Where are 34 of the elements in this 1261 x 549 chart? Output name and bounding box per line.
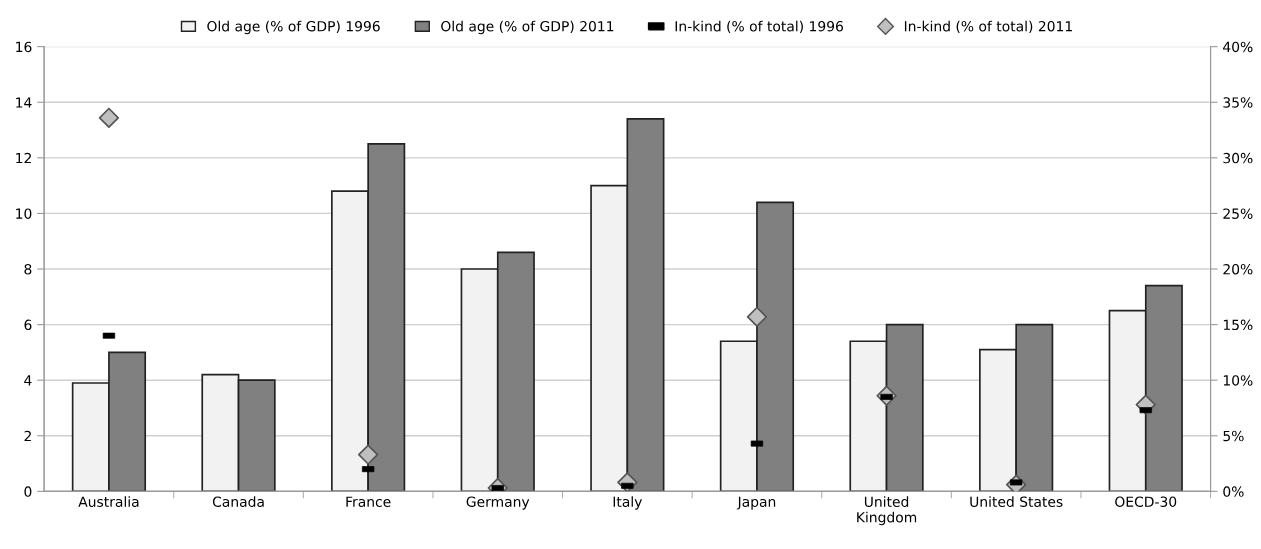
y2-tick-label: 25% <box>1223 208 1253 219</box>
legend-label: In-kind (% of total) 1996 <box>675 20 843 34</box>
y2-tick-label: 30% <box>1223 152 1253 164</box>
y2-tick-label: 40% <box>1223 41 1253 53</box>
y2-tick-label: 10% <box>1223 375 1253 386</box>
y2-tick-label: 5% <box>1223 430 1244 442</box>
x-tick-label: Canada <box>212 496 264 507</box>
y-tick-label: 4 <box>24 375 32 386</box>
y-tick-label: 0 <box>24 486 32 497</box>
y2-tick-label: 20% <box>1223 263 1253 275</box>
x-tick-label: United Kingdom <box>857 496 917 526</box>
y-tick-label: 14 <box>16 97 32 108</box>
legend-label: Old age (% of GDP) 2011 <box>441 20 614 35</box>
x-tick-label: United States <box>970 496 1063 507</box>
x-tick-label: Italy <box>613 496 642 510</box>
y-tick-label: 6 <box>24 319 32 331</box>
x-tick-label: Germany <box>466 496 530 510</box>
x-tick-label: Japan <box>736 496 776 510</box>
x-tick-label: France <box>346 496 391 507</box>
y2-tick-label: 0% <box>1223 486 1244 497</box>
y-tick-label: 2 <box>24 430 31 442</box>
legend-label: In-kind (% of total) 2011 <box>904 20 1072 34</box>
x-tick-label: Australia <box>78 496 139 507</box>
y2-tick-label: 35% <box>1223 97 1253 108</box>
y2-tick-label: 15% <box>1223 319 1253 331</box>
x-tick-label: OECD-30 <box>1115 496 1177 507</box>
legend-label: Old age (% of GDP) 1996 <box>207 20 380 35</box>
y-tick-label: 16 <box>16 41 32 53</box>
point <box>746 306 768 327</box>
y-tick-label: 10 <box>16 208 32 219</box>
y-tick-label: 12 <box>16 152 31 164</box>
point <box>98 107 120 128</box>
y-tick-label: 8 <box>24 263 32 275</box>
point <box>357 444 379 465</box>
